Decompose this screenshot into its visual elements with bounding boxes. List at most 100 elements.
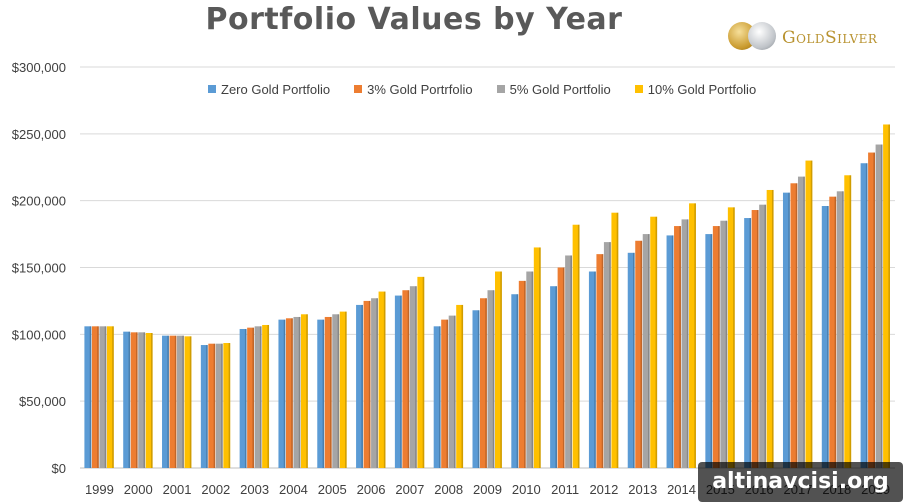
legend-swatch: [208, 85, 216, 93]
bar: [588, 271, 596, 468]
bar-shade: [407, 290, 410, 468]
bar-shade: [756, 210, 759, 469]
bar-shade: [244, 328, 247, 468]
bar: [674, 226, 681, 468]
legend-label: Zero Gold Portfolio: [221, 81, 331, 97]
bar: [169, 335, 177, 468]
x-tick-label: 2014: [667, 482, 696, 497]
legend-item-10pct-gold: 10% Gold Portfolio: [634, 81, 756, 97]
bar-shade: [446, 319, 449, 468]
bar-shade: [865, 163, 868, 469]
bar: [844, 175, 852, 468]
x-tick-label: 2004: [279, 482, 308, 497]
bar-shade: [136, 332, 138, 468]
bar-shade: [609, 242, 611, 468]
y-tick-label: $250,000: [12, 127, 66, 142]
bar: [200, 345, 208, 468]
x-tick-label: 2001: [163, 482, 192, 497]
bar-shade: [167, 335, 169, 468]
bar-shade: [601, 254, 604, 468]
bar-shade: [128, 331, 131, 468]
bar-shade: [330, 316, 332, 468]
bar-shade: [524, 280, 526, 468]
bar: [650, 216, 658, 468]
bar-shade: [733, 207, 735, 468]
bar: [611, 212, 619, 468]
bar: [363, 300, 371, 468]
bar-shade: [252, 327, 255, 468]
bar-shade: [283, 319, 286, 468]
x-tick-label: 2010: [512, 482, 541, 497]
bar: [565, 255, 573, 468]
bar-shade: [834, 196, 837, 468]
bar-shade: [383, 291, 386, 468]
bar-shade: [633, 252, 635, 468]
bar: [860, 163, 868, 469]
bar: [533, 247, 541, 468]
bar-shade: [112, 326, 114, 468]
bar: [727, 207, 735, 468]
silver-coin-icon: [748, 22, 776, 50]
bar: [262, 324, 270, 468]
bar: [91, 326, 99, 468]
bar-shade: [516, 294, 519, 468]
bar-shade: [206, 345, 208, 468]
bar-shade: [376, 298, 378, 468]
bar-shade: [849, 175, 852, 468]
bar-shade: [788, 192, 790, 468]
bar: [759, 204, 767, 468]
bar-shade: [694, 203, 696, 468]
bar: [689, 203, 696, 468]
logo-brand-text: GoldSilver: [782, 28, 878, 48]
bar-shade: [810, 160, 813, 469]
x-tick-label: 2008: [434, 482, 463, 497]
bar: [293, 316, 301, 468]
bar: [184, 336, 192, 468]
bar: [402, 290, 410, 468]
bar-shade: [648, 234, 650, 468]
bar-shade: [671, 235, 674, 468]
y-tick-label: $300,000: [12, 60, 66, 75]
bar-shade: [422, 276, 425, 468]
bar-shade: [104, 326, 107, 468]
bar-shade: [259, 326, 262, 468]
bar: [495, 271, 502, 468]
bar-shade: [322, 319, 325, 468]
bar-shade: [345, 311, 347, 468]
legend-item-3pct-gold: 3% Gold Portrfolio: [354, 81, 473, 97]
bar-shade: [570, 255, 573, 468]
bar-shade: [531, 271, 534, 468]
bar: [208, 343, 216, 468]
x-tick-label: 2012: [589, 482, 618, 497]
y-tick-label: $150,000: [12, 261, 66, 276]
bar-shade: [151, 332, 153, 468]
bar-shade: [461, 304, 464, 468]
bar-shade: [539, 247, 541, 468]
bar-shade: [562, 267, 565, 468]
bar: [744, 218, 752, 468]
bar: [821, 206, 829, 468]
bar-shade: [500, 271, 502, 468]
bar: [518, 280, 526, 468]
bar-shade: [174, 335, 177, 468]
bar: [162, 335, 169, 468]
bar: [106, 326, 114, 468]
bar-shade: [492, 290, 495, 468]
bar: [720, 220, 728, 468]
bar-shade: [368, 300, 371, 468]
bar-shade: [485, 298, 487, 468]
bar-shade: [438, 326, 441, 468]
bar: [254, 326, 262, 468]
bar: [356, 304, 363, 468]
bar-shade: [749, 218, 752, 468]
bar-shade: [679, 226, 681, 468]
bar: [300, 314, 308, 468]
bar: [332, 314, 340, 468]
bar: [324, 316, 332, 468]
bar: [666, 235, 674, 468]
bar: [751, 210, 759, 469]
bar-shade: [616, 212, 619, 468]
bar: [239, 328, 247, 468]
bar-shade: [655, 216, 658, 468]
legend-swatch: [354, 85, 363, 93]
